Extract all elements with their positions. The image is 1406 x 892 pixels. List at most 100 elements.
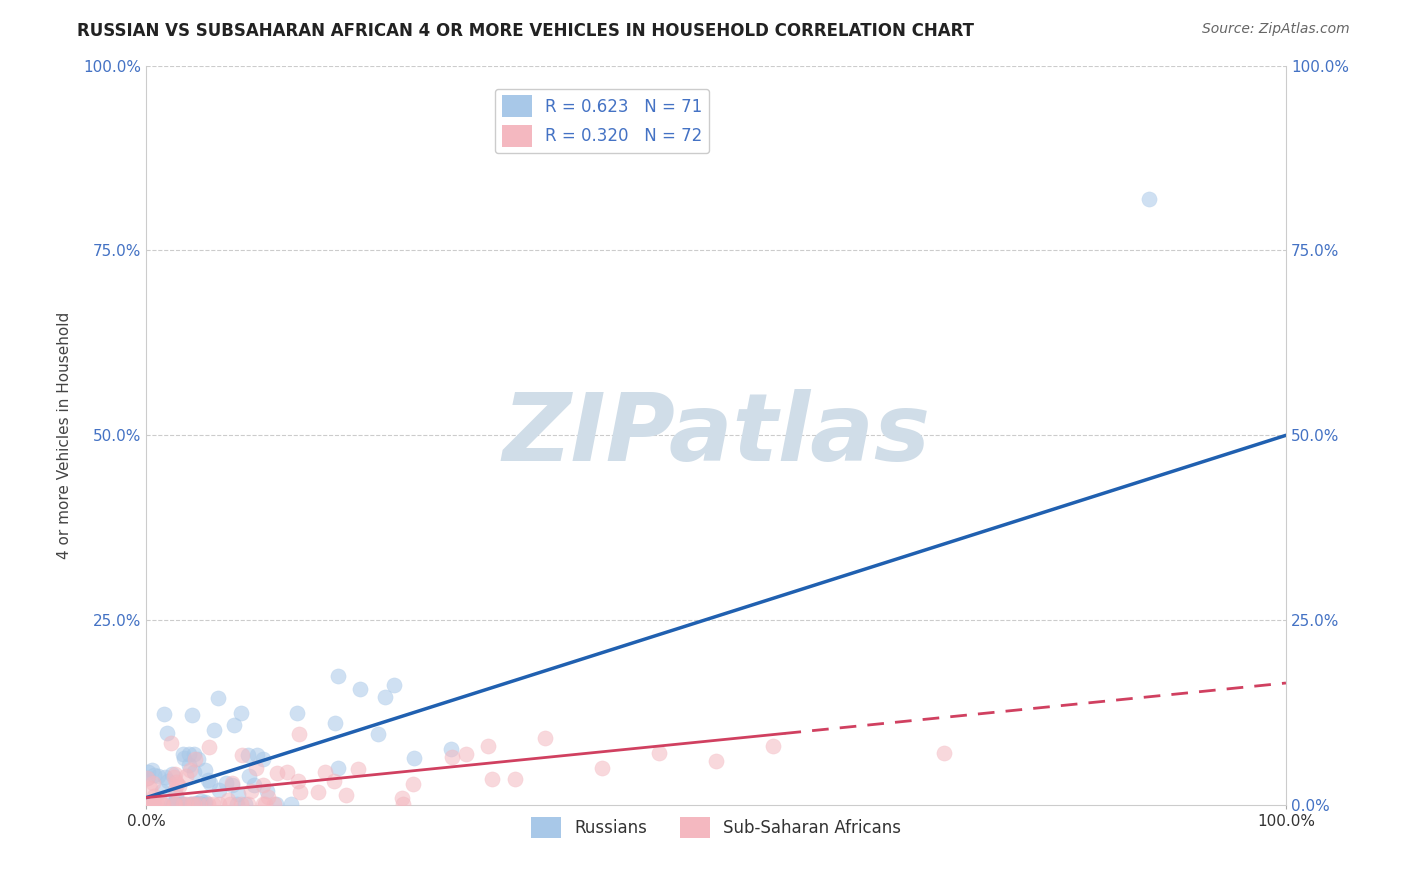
Point	[160, 735, 183, 749]
Point	[165, 797, 187, 812]
Point	[252, 797, 274, 812]
Point	[197, 773, 219, 788]
Point	[165, 797, 187, 812]
Point	[208, 783, 231, 797]
Point	[150, 797, 173, 812]
Point	[347, 762, 370, 776]
Point	[142, 789, 165, 803]
Point	[146, 768, 169, 782]
Point	[172, 797, 194, 812]
Point	[162, 797, 184, 812]
Point	[172, 797, 194, 812]
Point	[169, 779, 191, 793]
Point	[245, 761, 267, 775]
Point	[477, 739, 499, 753]
Point	[177, 757, 200, 772]
Point	[177, 747, 200, 761]
Point	[172, 747, 194, 761]
Point	[184, 797, 207, 812]
Point	[217, 793, 239, 807]
Point	[141, 797, 163, 812]
Point	[236, 797, 259, 812]
Point	[176, 769, 198, 783]
Point	[138, 797, 160, 812]
Point	[153, 706, 176, 721]
Point	[454, 747, 477, 761]
Point	[285, 706, 308, 720]
Point	[503, 772, 526, 786]
Point	[155, 770, 177, 784]
Text: ZIPatlas: ZIPatlas	[502, 389, 931, 482]
Point	[165, 783, 187, 797]
Text: Source: ZipAtlas.com: Source: ZipAtlas.com	[1202, 22, 1350, 37]
Point	[202, 723, 225, 737]
Point	[374, 690, 396, 705]
Point	[225, 797, 247, 812]
Point	[402, 777, 425, 791]
Point	[314, 764, 336, 779]
Point	[1137, 192, 1160, 206]
Point	[264, 797, 287, 812]
Point	[136, 796, 159, 810]
Point	[139, 797, 162, 812]
Point	[280, 797, 302, 812]
Point	[440, 750, 463, 764]
Point	[183, 765, 205, 780]
Point	[231, 748, 253, 763]
Point	[236, 747, 259, 762]
Point	[166, 776, 188, 790]
Point	[243, 778, 266, 792]
Point	[704, 754, 727, 768]
Point	[226, 787, 249, 801]
Point	[307, 785, 329, 799]
Point	[179, 797, 201, 812]
Point	[141, 764, 163, 778]
Point	[163, 797, 186, 812]
Point	[208, 797, 231, 812]
Point	[253, 797, 276, 812]
Point	[143, 797, 166, 812]
Point	[194, 764, 217, 778]
Point	[233, 797, 256, 812]
Point	[142, 797, 165, 812]
Point	[257, 789, 280, 804]
Point	[194, 797, 217, 812]
Point	[136, 771, 159, 785]
Point	[183, 747, 205, 762]
Point	[179, 764, 201, 778]
Point	[163, 770, 186, 784]
Point	[141, 797, 163, 812]
Point	[481, 772, 503, 787]
Point	[391, 790, 413, 805]
Point	[150, 797, 173, 812]
Point	[198, 740, 221, 755]
Point	[323, 716, 346, 731]
Point	[165, 789, 187, 803]
Point	[202, 797, 225, 812]
Point	[150, 784, 173, 798]
Point	[932, 746, 955, 760]
Point	[648, 746, 671, 760]
Point	[440, 741, 463, 756]
Point	[231, 797, 253, 812]
Y-axis label: 4 or more Vehicles in Household: 4 or more Vehicles in Household	[58, 311, 72, 559]
Point	[170, 797, 193, 812]
Point	[326, 761, 349, 775]
Point	[384, 678, 406, 692]
Point	[181, 708, 204, 723]
Point	[160, 767, 183, 781]
Point	[142, 768, 165, 782]
Point	[246, 747, 269, 762]
Point	[156, 774, 179, 789]
Point	[221, 778, 243, 792]
Point	[180, 797, 202, 811]
Point	[335, 788, 357, 802]
Point	[263, 797, 285, 812]
Point	[367, 727, 389, 741]
Point	[323, 773, 346, 788]
Point	[188, 797, 211, 812]
Point	[136, 797, 159, 812]
Point	[172, 797, 194, 812]
Point	[256, 784, 278, 798]
Point	[139, 780, 162, 795]
